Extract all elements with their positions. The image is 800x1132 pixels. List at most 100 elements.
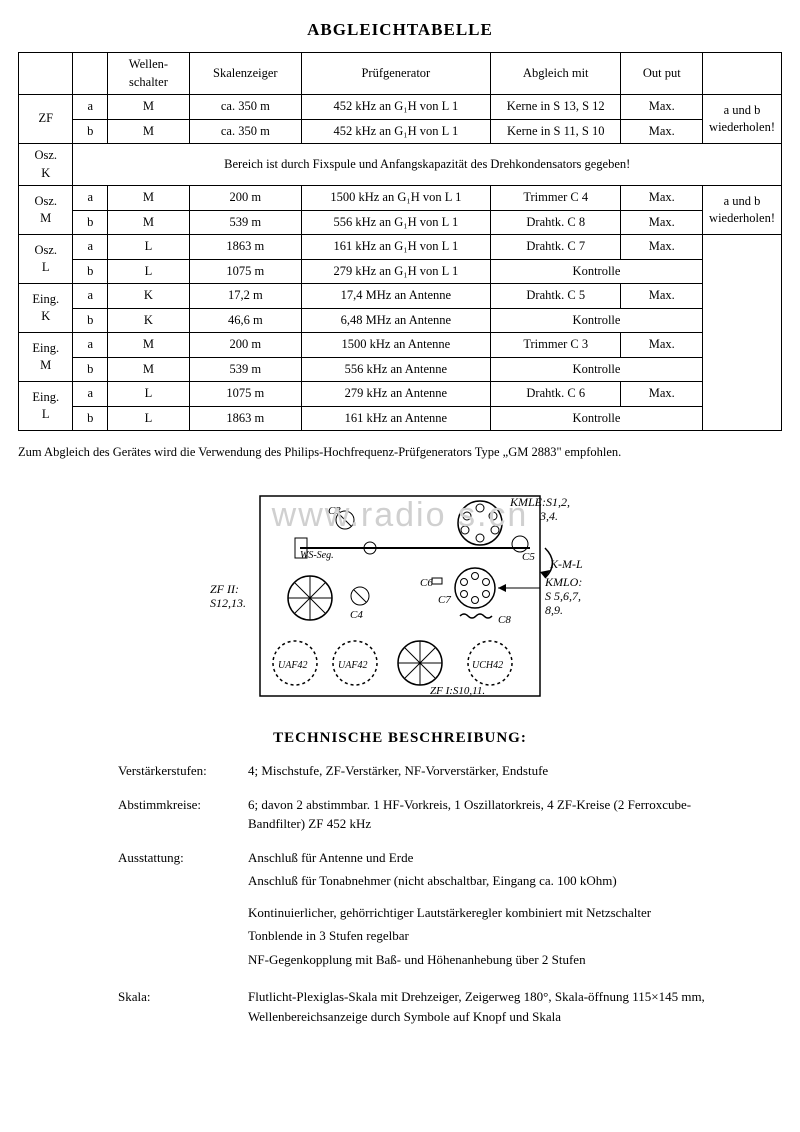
zf2-coil-icon (288, 576, 332, 620)
uch42-socket-icon: UCH42 (468, 641, 512, 685)
th-abgleich-mit: Abgleich mit (490, 53, 621, 95)
th-pruefgenerator: Prüfgenerator (301, 53, 490, 95)
table-cell: a und bwiederholen! (703, 186, 782, 235)
component-diagram: KMLE:S1,2, 3,4. C3 C5 K-M-L WS-Seg. KMLO… (200, 478, 600, 708)
table-cell: b (73, 210, 107, 235)
table-cell: b (73, 357, 107, 382)
table-cell: 17,4 MHz an Antenne (301, 284, 490, 309)
table-cell: b (73, 308, 107, 333)
table-cell: 46,6 m (189, 308, 301, 333)
table-cell: ZF (19, 95, 73, 144)
page-title: ABGLEICHTABELLE (18, 20, 782, 40)
table-cell: Max. (621, 119, 703, 144)
desc-label-abstimm: Abstimmkreise: (118, 795, 248, 834)
zf2-label: ZF II: (210, 582, 239, 596)
table-cell: 452 kHz an G₁H von L 1 (301, 95, 490, 120)
table-cell: 1863 m (189, 235, 301, 260)
table-cell: 1075 m (189, 259, 301, 284)
svg-text:S 5,6,7,: S 5,6,7, (545, 589, 581, 603)
technical-description: Verstärkerstufen: 4; Mischstufe, ZF-Vers… (118, 761, 732, 1026)
svg-text:8,9.: 8,9. (545, 603, 563, 617)
table-cell: Kerne in S 11, S 10 (490, 119, 621, 144)
table-cell: Osz.K (19, 144, 73, 186)
kmlo-coil-icon (455, 568, 495, 608)
table-cell: L (107, 406, 189, 431)
table-cell: 1500 kHz an G₁H von L 1 (301, 186, 490, 211)
table-cell: 161 kHz an G₁H von L 1 (301, 235, 490, 260)
c5-label: C5 (522, 551, 535, 563)
table-cell: Drahtk. C 7 (490, 235, 621, 260)
table-cell: Max. (621, 210, 703, 235)
kml-label: K-M-L (549, 557, 583, 571)
table-cell: Osz.L (19, 235, 73, 284)
desc-label-verstaerker: Verstärkerstufen: (118, 761, 248, 781)
table-cell: Eing.K (19, 284, 73, 333)
table-cell: Max. (621, 186, 703, 211)
uaf42-socket-2-icon: UAF42 (333, 641, 377, 685)
desc-label-skala: Skala: (118, 987, 248, 1026)
table-cell: Drahtk. C 5 (490, 284, 621, 309)
table-cell: 6,48 MHz an Antenne (301, 308, 490, 333)
table-cell: 17,2 m (189, 284, 301, 309)
table-cell: Drahtk. C 6 (490, 382, 621, 407)
footnote: Zum Abgleich des Gerätes wird die Verwen… (18, 445, 782, 460)
table-cell: 1075 m (189, 382, 301, 407)
table-cell: 539 m (189, 357, 301, 382)
table-cell: Kontrolle (490, 308, 702, 333)
table-cell: L (107, 382, 189, 407)
th-group (19, 53, 73, 95)
table-cell: Kontrolle (490, 357, 702, 382)
c8-label: C8 (498, 614, 511, 626)
th-sub (73, 53, 107, 95)
table-cell: 452 kHz an G₁H von L 1 (301, 119, 490, 144)
uaf42-socket-1-icon: UAF42 (273, 641, 317, 685)
svg-text:UAF42: UAF42 (338, 660, 367, 671)
table-cell: 1863 m (189, 406, 301, 431)
table-cell: ca. 350 m (189, 119, 301, 144)
desc-val-abstimm: 6; davon 2 abstimmbar. 1 HF-Vorkreis, 1 … (248, 795, 732, 834)
ws-seg-label: WS-Seg. (300, 550, 334, 561)
table-cell: Trimmer C 3 (490, 333, 621, 358)
table-cell: b (73, 119, 107, 144)
table-cell: 556 kHz an Antenne (301, 357, 490, 382)
c7-label: C7 (438, 594, 451, 606)
table-cell: L (107, 259, 189, 284)
desc-label-ausstattung: Ausstattung: (118, 848, 248, 974)
table-cell: L (107, 235, 189, 260)
table-cell: Osz.M (19, 186, 73, 235)
table-cell: b (73, 406, 107, 431)
svg-text:UAF42: UAF42 (278, 660, 307, 671)
table-cell: 1500 kHz an Antenne (301, 333, 490, 358)
zf1-label: ZF I:S10,11. (430, 685, 485, 697)
technical-description-title: TECHNISCHE BESCHREIBUNG: (18, 730, 782, 747)
table-cell: b (73, 259, 107, 284)
table-cell: a (73, 95, 107, 120)
table-cell: 161 kHz an Antenne (301, 406, 490, 431)
table-cell: a und bwiederholen! (703, 95, 782, 144)
svg-text:UCH42: UCH42 (472, 660, 503, 671)
table-cell: a (73, 235, 107, 260)
svg-text:S12,13.: S12,13. (210, 596, 246, 610)
table-cell: 200 m (189, 333, 301, 358)
alignment-table: Wellen-schalter Skalenzeiger Prüfgenerat… (18, 52, 782, 431)
th-wellenschalter: Wellen-schalter (107, 53, 189, 95)
table-cell: M (107, 119, 189, 144)
table-cell: Max. (621, 382, 703, 407)
table-cell: Bereich ist durch Fixspule und Anfangska… (73, 144, 782, 186)
table-cell: Max. (621, 333, 703, 358)
kmlo-label: KMLO: (544, 575, 582, 589)
th-output: Out put (621, 53, 703, 95)
table-cell: Kontrolle (490, 259, 702, 284)
table-cell: 279 kHz an Antenne (301, 382, 490, 407)
th-skalenzeiger: Skalenzeiger (189, 53, 301, 95)
th-note (703, 53, 782, 95)
table-cell: M (107, 333, 189, 358)
zf1-coil-icon (398, 641, 442, 685)
table-cell (703, 235, 782, 431)
table-cell: 200 m (189, 186, 301, 211)
table-cell: M (107, 95, 189, 120)
table-cell: Max. (621, 235, 703, 260)
table-cell: a (73, 333, 107, 358)
table-cell: 279 kHz an G₁H von L 1 (301, 259, 490, 284)
table-cell: Kerne in S 13, S 12 (490, 95, 621, 120)
